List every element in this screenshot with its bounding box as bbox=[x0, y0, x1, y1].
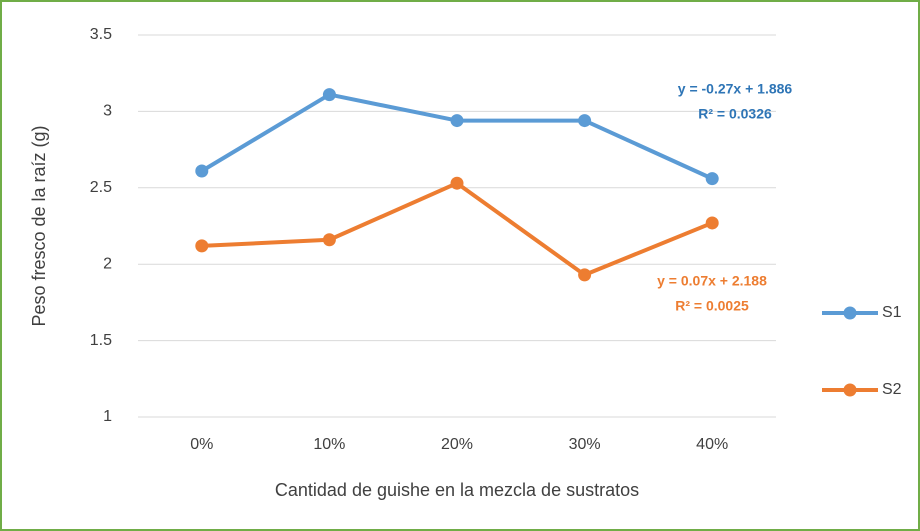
data-point bbox=[195, 164, 209, 178]
legend-marker bbox=[843, 306, 857, 320]
y-tick-label: 3.5 bbox=[90, 26, 112, 43]
trendline-equation: y = 0.07x + 2.188 bbox=[657, 273, 767, 289]
legend-label: S2 bbox=[882, 381, 902, 398]
y-tick-label: 3 bbox=[103, 103, 112, 120]
y-tick-label: 1 bbox=[103, 408, 112, 425]
data-point bbox=[195, 239, 209, 253]
x-axis-title: Cantidad de guishe en la mezcla de sustr… bbox=[275, 480, 639, 500]
y-tick-label: 2.5 bbox=[90, 179, 112, 196]
y-tick-label: 2 bbox=[103, 255, 112, 272]
y-axis-title: Peso fresco de la raíz (g) bbox=[29, 125, 49, 326]
data-point bbox=[450, 114, 464, 128]
data-point bbox=[578, 114, 592, 128]
x-tick-label: 20% bbox=[441, 436, 473, 453]
data-point bbox=[322, 88, 336, 102]
x-tick-label: 30% bbox=[569, 436, 601, 453]
trendline-equation: R² = 0.0326 bbox=[698, 106, 772, 122]
trendline-equation: R² = 0.0025 bbox=[675, 298, 749, 314]
data-point bbox=[705, 172, 719, 186]
legend-label: S1 bbox=[882, 304, 902, 321]
data-point bbox=[705, 216, 719, 230]
x-tick-label: 0% bbox=[190, 436, 213, 453]
y-tick-label: 1.5 bbox=[90, 332, 112, 349]
x-tick-label: 10% bbox=[313, 436, 345, 453]
data-point bbox=[322, 233, 336, 247]
data-point bbox=[450, 176, 464, 190]
data-point bbox=[578, 268, 592, 282]
x-tick-label: 40% bbox=[696, 436, 728, 453]
trendline-equation: y = -0.27x + 1.886 bbox=[678, 81, 793, 97]
legend-marker bbox=[843, 383, 857, 397]
